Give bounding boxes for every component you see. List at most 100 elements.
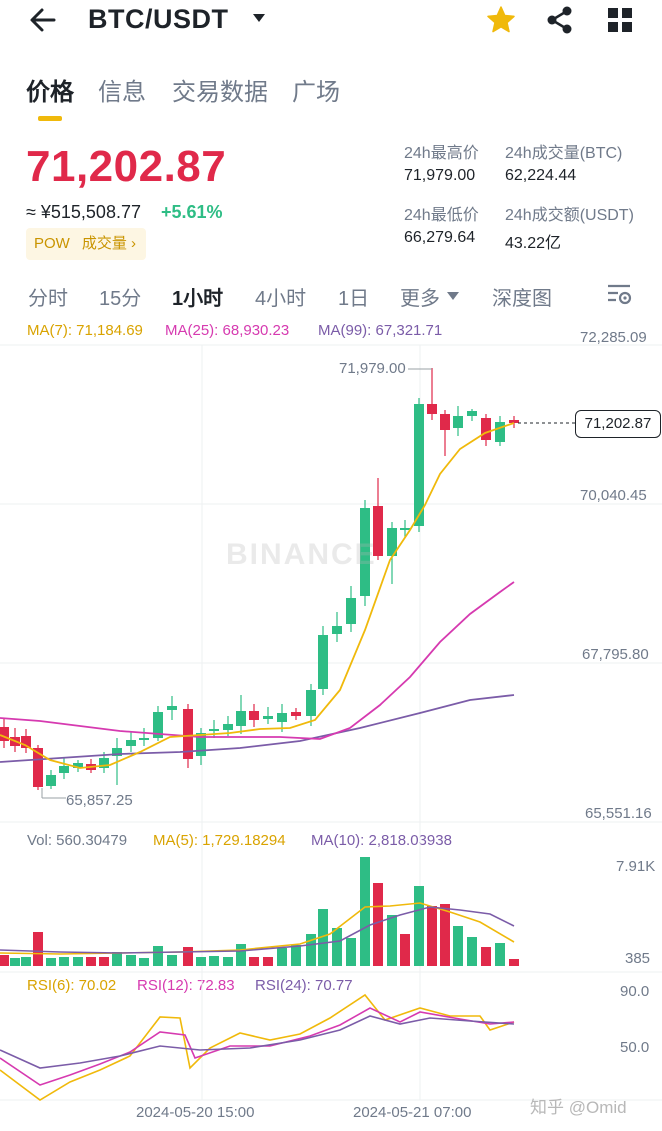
stat-high-value: 71,979.00 [404,167,476,184]
candle-body [318,635,328,689]
volume-bar [10,958,20,966]
candle-body [249,711,259,720]
rsi-lines [0,993,515,1101]
low-marker [41,788,66,799]
interval-1h[interactable]: 1小时 [172,288,224,310]
volume-axis-label: 385 [625,950,651,967]
tag-pow: POW [34,235,70,252]
caret-down-icon[interactable] [446,291,460,301]
volume-bar [167,955,177,966]
volume-bar [387,915,397,966]
volume-bar [73,957,83,966]
time-axis-label: 2024-05-20 15:00 [136,1104,255,1121]
volume-bar [196,957,206,966]
stat-vol-btc-label: 24h成交量(BTC) [505,145,623,162]
candle-body [291,712,301,716]
volume-bar [373,883,383,966]
volume-bar [33,932,43,966]
volume-bar [223,957,233,966]
volume-bar [400,934,410,966]
legend-ma7: MA(7): 71,184.69 [27,322,143,339]
candle-body [306,690,316,716]
volume-ma10-line [0,906,515,954]
zhihu-watermark: 知乎 @Omid [530,1098,627,1117]
stat-high-label: 24h最高价 [404,145,479,162]
volume-bar [99,957,109,966]
volume-bar [453,926,463,966]
rsi-axis-label: 50.0 [620,1039,650,1056]
legend-rsi6: RSI(6): 70.02 [27,977,117,994]
star-icon[interactable] [486,5,516,35]
legend-ma25: MA(25): 68,930.23 [165,322,290,339]
candle-body [46,775,56,786]
price-axis-label: 67,795.80 [582,646,649,663]
back-arrow-icon[interactable] [28,6,58,34]
volume-bar [263,957,273,966]
tag-volume: 成交量 › [81,235,137,252]
candle-body [73,763,83,768]
tab-active-indicator [38,116,62,121]
pair-title[interactable]: BTC/USDT [88,4,229,34]
interval-4h[interactable]: 4小时 [255,288,307,310]
candle-body [453,416,463,428]
candle-body [440,414,450,430]
tab-square[interactable]: 广场 [292,79,340,106]
price-axis-label: 72,285.09 [580,329,647,346]
tag-pow-volume[interactable]: POW 成交量 › [26,228,147,260]
grid-icon[interactable] [607,7,633,33]
caret-down-icon[interactable] [252,12,266,24]
price-axis-label: 70,040.45 [580,487,647,504]
candle-body [33,748,43,787]
chart-grid [0,344,662,1101]
candle-body [332,626,342,634]
candle-body [373,506,383,556]
share-icon[interactable] [546,5,574,35]
interval-15m[interactable]: 15分 [99,288,142,310]
binance-watermark: BINANCE [226,538,377,571]
candle-body [223,724,233,730]
interval-selector: 分时 15分 1小时 4小时 1日 更多 深度图 [0,278,662,312]
candle-body [387,528,397,556]
tab-info[interactable]: 信息 [98,79,146,106]
price-axis-label: 65,551.16 [585,805,652,822]
stat-vol-btc-value: 62,224.44 [505,167,577,184]
volume-ma-lines [0,902,515,955]
interval-1d[interactable]: 1日 [338,288,370,310]
candle-body [495,422,505,442]
top-bar: BTC/USDT [0,0,662,42]
candle-body [0,727,9,741]
stat-vol-usdt-value: 43.22亿 [505,235,562,252]
volume-bar [332,928,342,966]
ma25-line [0,581,515,740]
tab-trading-data[interactable]: 交易数据 [172,79,268,106]
rsi24-line [0,1015,515,1069]
interval-time-share[interactable]: 分时 [28,288,68,310]
volume-bar [21,957,31,966]
candles [0,368,519,790]
candle-body [167,706,177,710]
volume-bar [346,938,356,966]
legend-vol-ma10: MA(10): 2,818.03938 [311,832,452,849]
volume-bar [427,906,437,966]
legend-rsi12: RSI(12): 72.83 [137,977,235,994]
rsi-axis-label: 90.0 [620,983,650,1000]
volume-bar [495,943,505,966]
volume-bar [0,955,9,966]
volume-bar [291,945,301,966]
price-change: +5.61% [161,202,223,222]
tab-price[interactable]: 价格 [26,79,74,106]
candle-body [414,404,424,526]
volume-bar [59,957,69,966]
ma7-line [0,422,515,769]
legend-rsi24: RSI(24): 70.77 [255,977,353,994]
volume-bar [183,947,193,966]
interval-depth[interactable]: 深度图 [492,288,552,310]
candle-body [509,420,519,423]
interval-more[interactable]: 更多 [400,288,440,310]
chart-settings-icon[interactable] [606,282,632,306]
last-price: 71,202.87 [26,142,227,191]
rsi12-line [0,1007,515,1086]
volume-bars [0,857,519,966]
volume-bar [306,934,316,966]
